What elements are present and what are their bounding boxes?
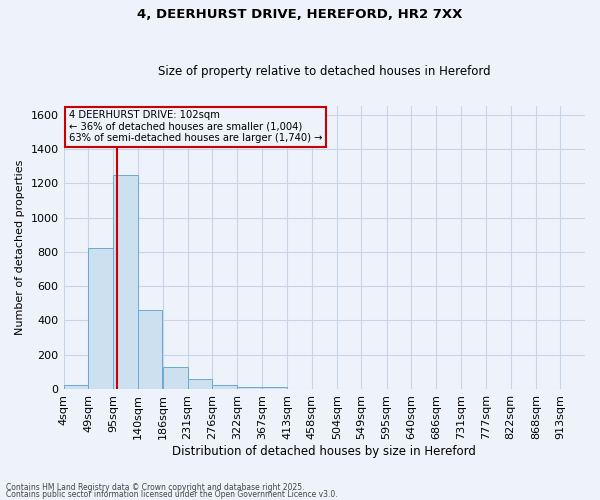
Y-axis label: Number of detached properties: Number of detached properties — [15, 160, 25, 335]
Text: Contains HM Land Registry data © Crown copyright and database right 2025.: Contains HM Land Registry data © Crown c… — [6, 484, 305, 492]
Bar — [64, 385, 88, 389]
Bar — [163, 366, 188, 389]
Bar — [88, 248, 113, 389]
Title: Size of property relative to detached houses in Hereford: Size of property relative to detached ho… — [158, 66, 491, 78]
Bar — [113, 174, 138, 389]
Bar — [262, 387, 287, 389]
Text: 4, DEERHURST DRIVE, HEREFORD, HR2 7XX: 4, DEERHURST DRIVE, HEREFORD, HR2 7XX — [137, 8, 463, 20]
Text: 4 DEERHURST DRIVE: 102sqm
← 36% of detached houses are smaller (1,004)
63% of se: 4 DEERHURST DRIVE: 102sqm ← 36% of detac… — [69, 110, 322, 144]
X-axis label: Distribution of detached houses by size in Hereford: Distribution of detached houses by size … — [172, 444, 476, 458]
Bar — [238, 387, 262, 389]
Bar — [138, 310, 163, 389]
Text: Contains public sector information licensed under the Open Government Licence v3: Contains public sector information licen… — [6, 490, 338, 499]
Bar — [188, 378, 212, 389]
Bar — [212, 384, 237, 389]
